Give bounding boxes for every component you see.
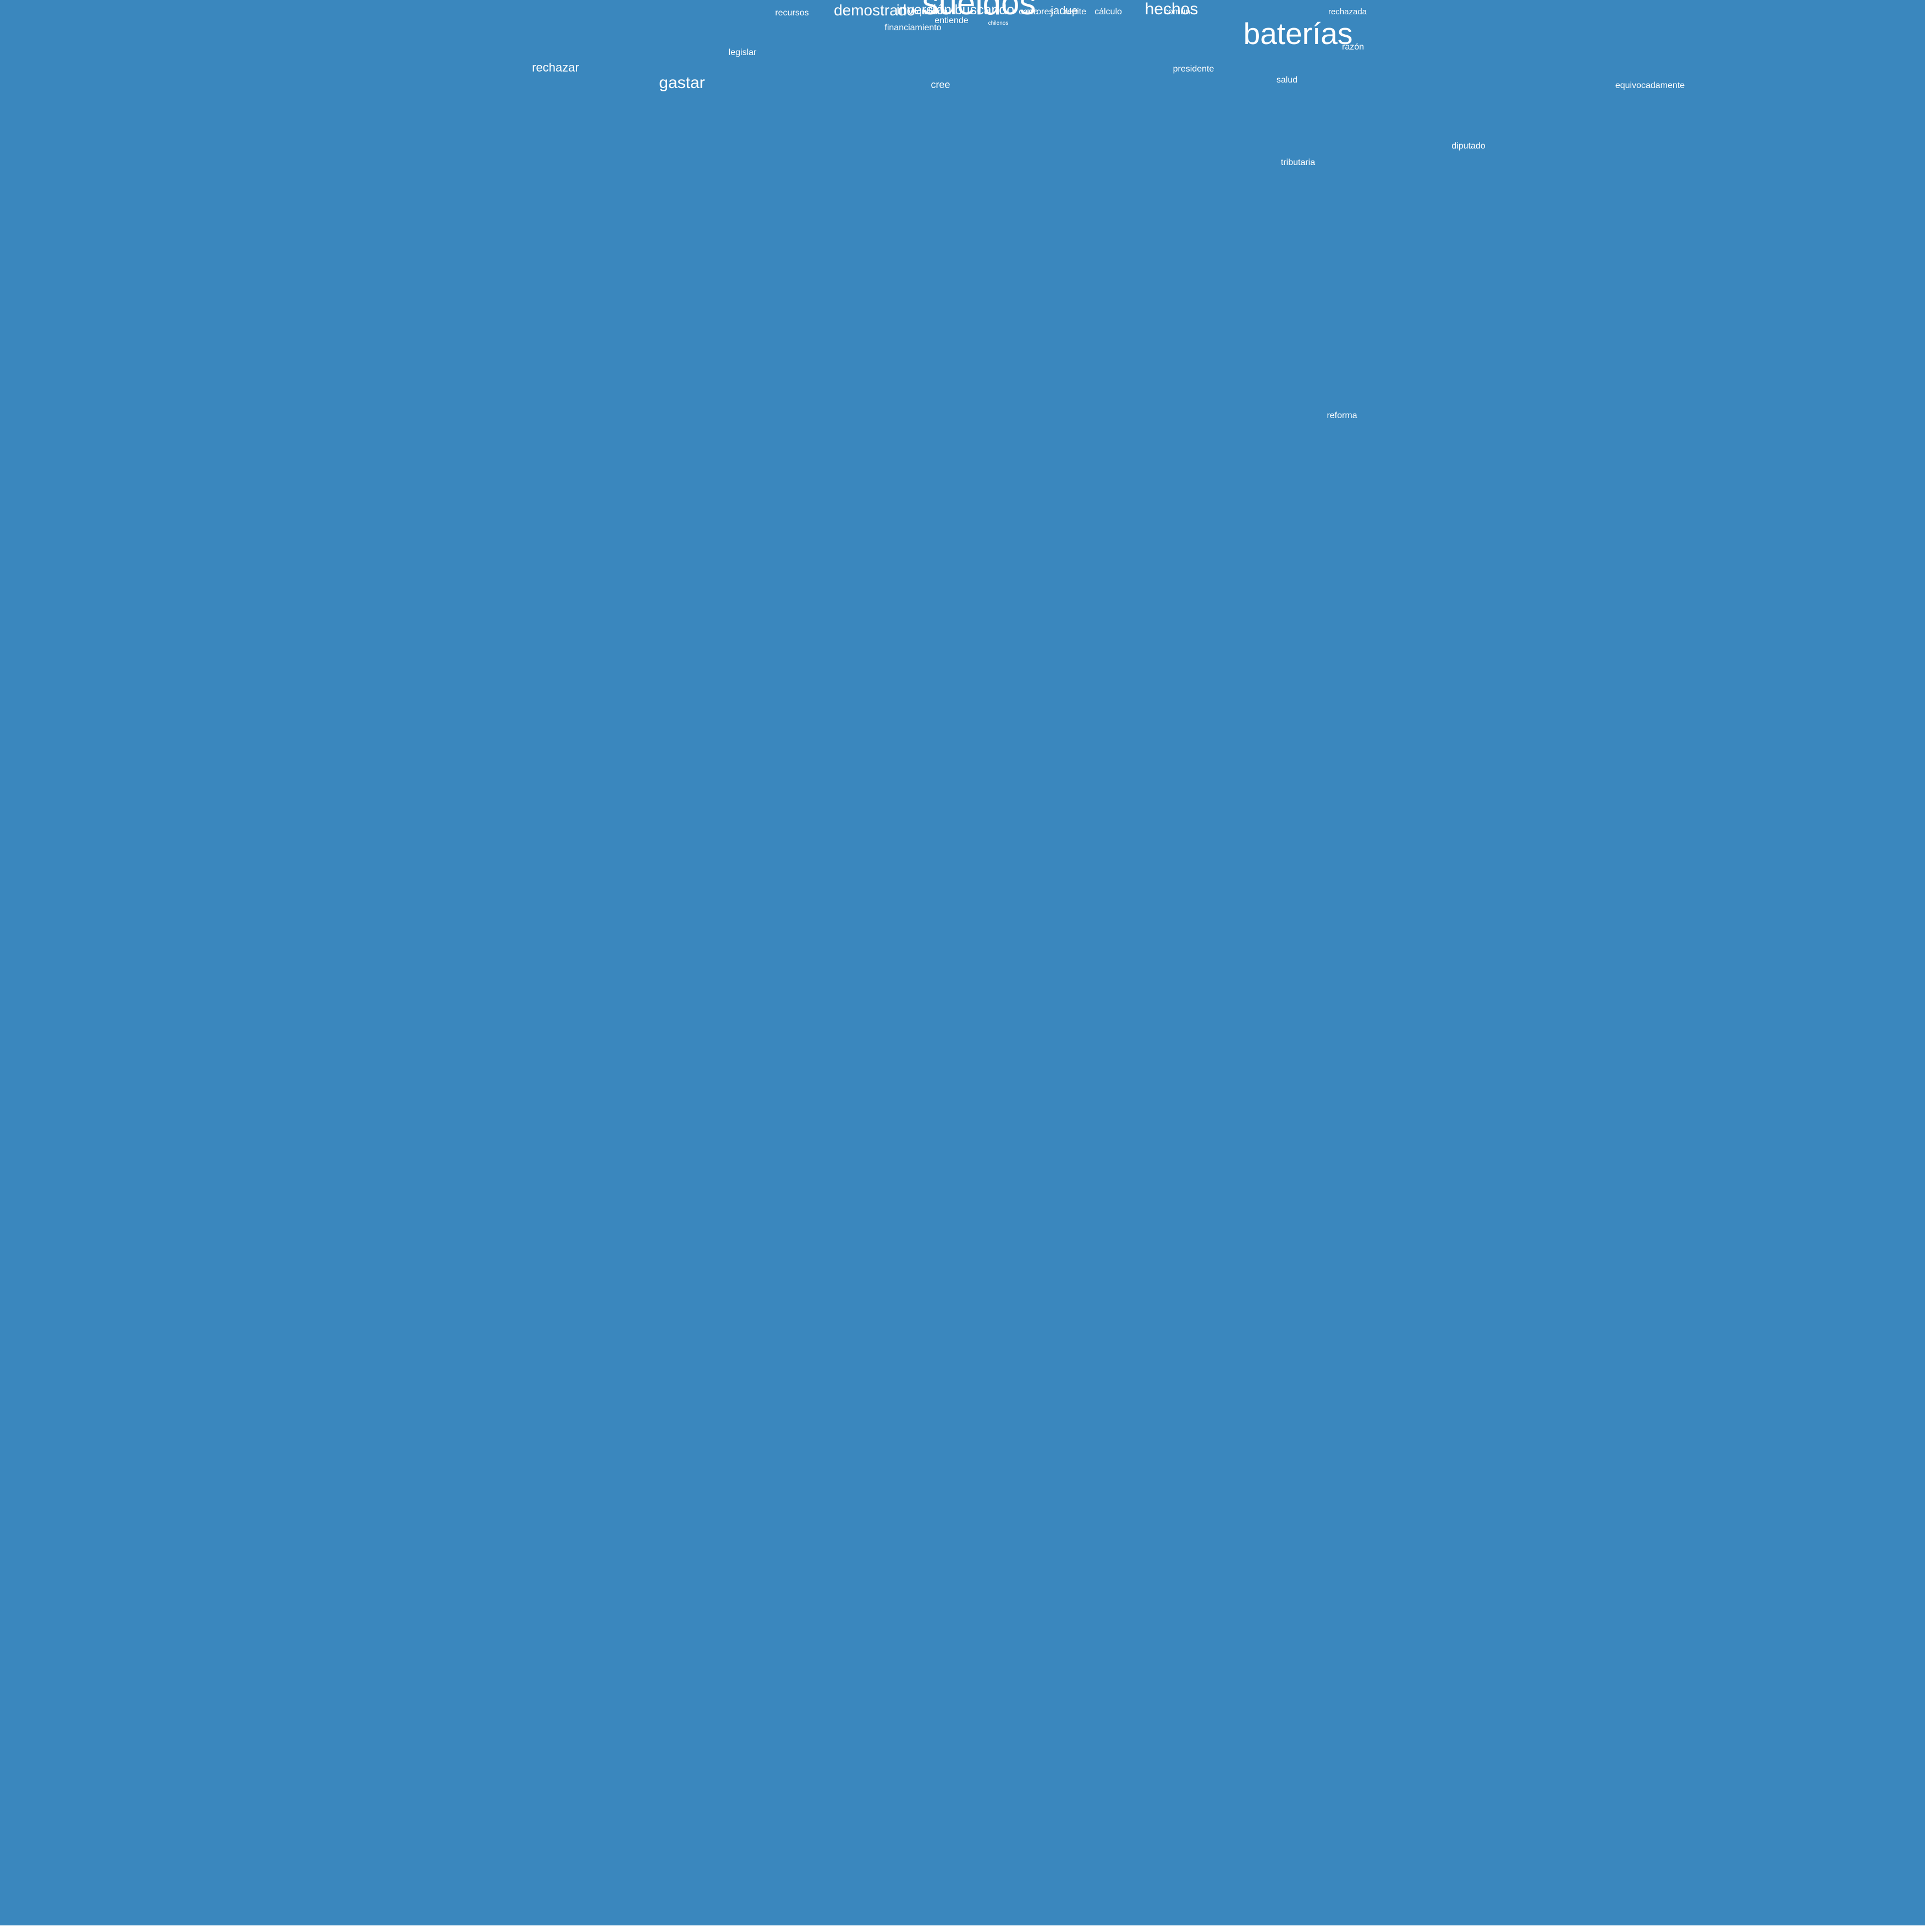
word-buscando: buscando [955, 2, 1014, 18]
word-rechazada: rechazada [1328, 7, 1367, 17]
word-calculo: cálculo [1094, 7, 1122, 17]
word-errores: errores [1026, 7, 1054, 17]
word-equivocadamente: equivocadamente [1615, 81, 1685, 90]
word-demostrado: demostrado [834, 2, 915, 19]
word-recursos: recursos [775, 8, 809, 18]
word-presidente: presidente [1173, 64, 1214, 74]
word-reforma: reforma [1327, 411, 1357, 420]
word-hechos: hechos [1145, 0, 1198, 18]
word-comun: común [1164, 7, 1190, 17]
word-sueldos: sueldos [922, 0, 1036, 21]
word-entiende: entiende [934, 16, 968, 25]
word-repite: repite [1064, 7, 1086, 17]
word-cree: cree [931, 79, 950, 90]
word-equilibrio: equilibrio [912, 7, 947, 17]
word-diputado: diputado [1451, 141, 1485, 151]
word-salud: salud [1277, 75, 1297, 85]
word-baterias: baterías [1244, 17, 1353, 51]
word-legislar: legislar [729, 48, 757, 57]
word-carta: carta [1019, 7, 1038, 17]
word-inversion: inversión [897, 2, 952, 18]
word-accion: acción [922, 7, 948, 17]
word-gastar: gastar [659, 74, 705, 92]
word-tributaria: tributaria [1281, 158, 1315, 167]
word-financiamiento: financiamiento [884, 23, 941, 32]
word-rechazar: rechazar [532, 61, 579, 74]
word-razon: razón [1342, 42, 1364, 52]
word-chilenos: chilenos [988, 20, 1009, 26]
word-jadue: jadue [1050, 5, 1078, 17]
